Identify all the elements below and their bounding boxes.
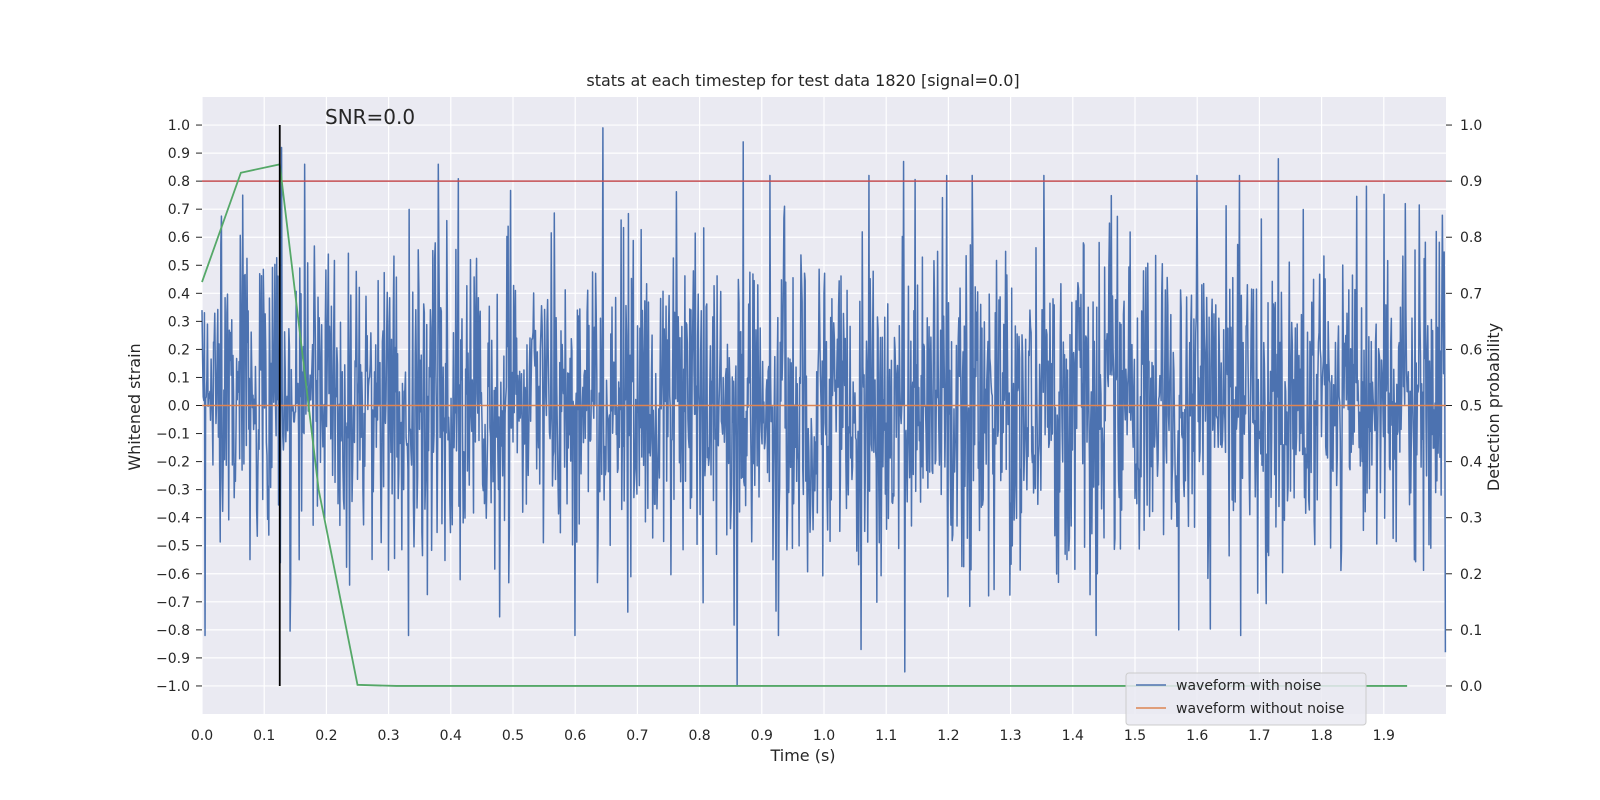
x-tick-label: 0.0 [191,728,213,744]
x-axis-ticks: 0.0 0.1 0.2 0.3 0.4 0.5 0.6 0.7 0.8 0.9 1.0 1.1 1.2 1… [191,728,1395,744]
y-tick-label: 0.7 [168,202,190,218]
y-tick-label: −0.6 [156,567,190,583]
x-tick-label: 1.6 [1186,728,1208,744]
y-tick-label: −0.4 [156,511,190,527]
series-layer [201,125,1447,687]
legend-box [1125,672,1367,726]
y-tick-label: 1.0 [168,118,190,134]
y-tick-label: 0.9 [168,146,190,162]
legend-label-clean: waveform without noise [1176,701,1344,717]
legend: waveform with noise waveform without noi… [1125,672,1367,726]
x-tick-label: 0.5 [502,728,524,744]
series-waveform-with-noise [201,127,1447,687]
y-tick-label: 0.0 [168,399,190,415]
y-tick-label: 0.8 [168,174,190,190]
x-tick-label: 1.5 [1124,728,1146,744]
x-tick-label: 0.7 [626,728,648,744]
y-tick-label: 0.5 [168,258,190,274]
y-axis-label: Whitened strain [125,343,144,470]
y2-tick-label: 0.7 [1460,286,1482,302]
y2-tick-label: 1.0 [1460,118,1482,134]
y-tick-label: −0.2 [156,455,190,471]
chart-title: stats at each timestep for test data 182… [586,71,1019,90]
x-tick-label: 1.3 [999,728,1021,744]
y-tick-label: −0.7 [156,595,190,611]
y-tick-label: 0.6 [168,230,190,246]
y-tick-label: −0.1 [156,427,190,443]
x-tick-label: 1.2 [937,728,959,744]
x-tick-label: 0.3 [377,728,399,744]
y-tick-label: −0.3 [156,483,190,499]
y2-tick-label: 0.0 [1460,679,1482,695]
y-tick-label: 0.4 [168,286,190,302]
y2-tick-label: 0.3 [1460,511,1482,527]
y2-tick-label: 0.2 [1460,567,1482,583]
y-tick-label: 0.3 [168,314,190,330]
x-tick-label: 0.2 [315,728,337,744]
x-tick-label: 1.4 [1062,728,1084,744]
y-tick-label: −0.8 [156,623,190,639]
legend-label-noise: waveform with noise [1176,678,1321,694]
series-detection-probability [201,163,1408,687]
x-tick-label: 0.9 [751,728,773,744]
x-tick-label: 1.1 [875,728,897,744]
x-tick-label: 0.6 [564,728,586,744]
x-tick-label: 1.8 [1310,728,1332,744]
y-tick-label: −0.5 [156,539,190,555]
x-tick-label: 0.8 [688,728,710,744]
y2-tick-label: 0.4 [1460,455,1482,471]
y2-tick-label: 0.6 [1460,342,1482,358]
x-tick-label: 1.9 [1373,728,1395,744]
snr-annotation: SNR=0.0 [325,105,415,129]
y2-axis-ticks: 1.0 0.9 0.8 0.7 0.6 0.5 0.4 0.3 0.2 0.1 0.0 [1446,118,1482,695]
y2-tick-label: 0.8 [1460,230,1482,246]
y-axis-ticks: 1.0 0.9 0.8 0.7 0.6 0.5 0.4 0.3 0.2 0.1 0.0 −0.1 −0.… [156,118,202,695]
x-tick-label: 0.4 [440,728,462,744]
y2-tick-label: 0.5 [1460,399,1482,415]
y-tick-label: 0.2 [168,342,190,358]
y2-axis-label: Detection probability [1484,323,1503,491]
y2-tick-label: 0.1 [1460,623,1482,639]
x-axis-label: Time (s) [769,746,835,765]
x-tick-label: 1.0 [813,728,835,744]
y-tick-label: 0.1 [168,370,190,386]
x-tick-label: 0.1 [253,728,275,744]
y-tick-label: −0.9 [156,651,190,667]
x-tick-label: 1.7 [1248,728,1270,744]
y2-tick-label: 0.9 [1460,174,1482,190]
y-tick-label: −1.0 [156,679,190,695]
